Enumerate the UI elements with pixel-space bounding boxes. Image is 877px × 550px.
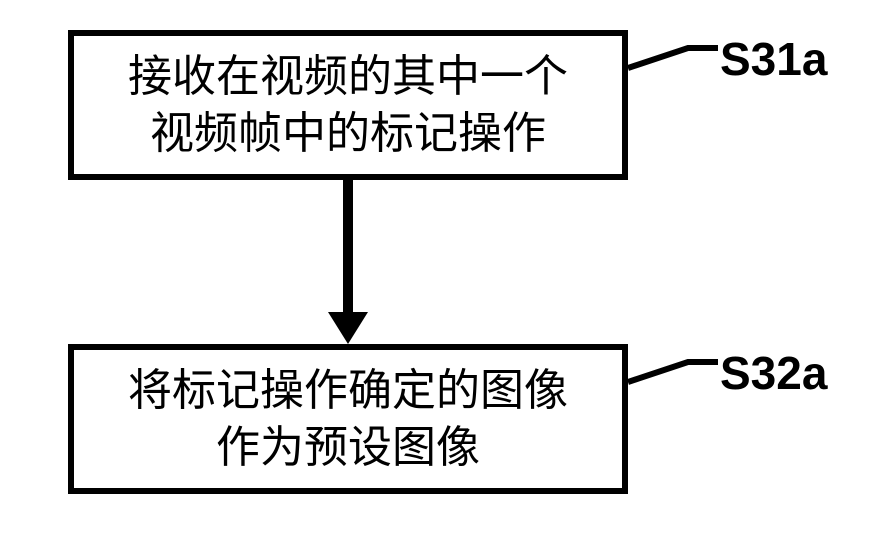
callout-s32a	[624, 358, 722, 386]
step-box-s31a: 接收在视频的其中一个 视频帧中的标记操作	[68, 30, 628, 180]
arrow-shaft	[343, 180, 353, 312]
step-label-s32a: S32a	[720, 346, 827, 400]
step-text-s32a-line1: 将标记操作确定的图像	[128, 366, 568, 415]
step-text-s32a: 将标记操作确定的图像 作为预设图像	[128, 362, 568, 476]
callout-s31a	[624, 44, 722, 72]
step-text-s31a-line1: 接收在视频的其中一个	[128, 52, 568, 101]
flowchart-canvas: 接收在视频的其中一个 视频帧中的标记操作 S31a 将标记操作确定的图像 作为预…	[0, 0, 877, 550]
step-box-s32a: 将标记操作确定的图像 作为预设图像	[68, 344, 628, 494]
step-text-s31a-line2: 视频帧中的标记操作	[150, 109, 546, 158]
step-text-s31a: 接收在视频的其中一个 视频帧中的标记操作	[128, 48, 568, 162]
step-text-s32a-line2: 作为预设图像	[216, 423, 480, 472]
arrow-head-down-icon	[328, 312, 368, 344]
step-label-s31a: S31a	[720, 32, 827, 86]
